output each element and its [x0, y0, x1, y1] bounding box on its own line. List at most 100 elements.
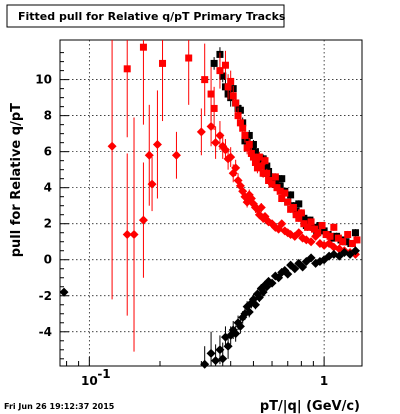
- data-point: [283, 269, 293, 279]
- data-point: [318, 222, 326, 230]
- data-point: [159, 59, 167, 67]
- data-point: [232, 99, 240, 107]
- data-points: [59, 40, 361, 369]
- data-point: [215, 345, 225, 355]
- data-point: [59, 287, 69, 297]
- y-tick-label: 8: [44, 109, 52, 123]
- chart-title: Fitted pull for Relative q/pT Primary Tr…: [18, 10, 286, 23]
- data-point: [255, 153, 263, 161]
- data-point: [256, 203, 266, 213]
- data-point: [295, 214, 303, 222]
- data-point: [200, 359, 210, 369]
- data-point: [215, 130, 225, 140]
- data-point: [277, 219, 287, 229]
- data-point: [287, 191, 295, 199]
- data-point: [207, 90, 215, 98]
- data-point: [249, 153, 257, 161]
- data-point: [304, 223, 312, 231]
- data-point: [236, 119, 244, 127]
- data-point: [311, 231, 321, 241]
- data-point: [306, 237, 316, 247]
- y-tick-label: 10: [35, 73, 52, 87]
- data-point: [211, 356, 221, 366]
- data-point: [138, 215, 148, 225]
- data-point: [334, 234, 342, 242]
- data-point: [263, 162, 271, 170]
- y-axis-title: pull for Relative q/pT: [9, 103, 24, 257]
- data-point: [243, 144, 251, 152]
- series-2: [123, 40, 361, 248]
- data-point: [218, 354, 228, 364]
- data-point: [292, 211, 300, 219]
- data-point: [310, 225, 318, 233]
- data-point: [348, 240, 356, 248]
- data-point: [139, 43, 147, 51]
- data-point: [320, 227, 328, 235]
- data-point: [210, 59, 218, 67]
- data-point: [300, 214, 308, 222]
- data-point: [263, 169, 271, 177]
- data-point: [147, 179, 157, 189]
- data-point: [253, 164, 261, 172]
- y-tick-label: 0: [44, 253, 52, 267]
- data-point: [290, 264, 300, 274]
- data-point: [326, 232, 334, 240]
- data-point: [339, 248, 349, 258]
- y-tick-labels: -4 -2 0 2 4 6 8 10: [35, 73, 52, 339]
- data-point: [210, 104, 218, 112]
- data-point: [284, 198, 292, 206]
- data-point: [206, 121, 216, 131]
- timestamp: Fri Jun 26 19:12:37 2015: [4, 402, 115, 411]
- data-point: [267, 278, 277, 288]
- data-point: [273, 184, 281, 192]
- x-tick-labels: 10 -1 1: [81, 367, 328, 388]
- data-point: [245, 140, 253, 148]
- y-tick-label: 6: [44, 145, 52, 159]
- data-point: [231, 329, 241, 339]
- data-point: [196, 127, 206, 137]
- data-point: [350, 246, 360, 256]
- data-point: [235, 321, 245, 331]
- data-point: [249, 140, 257, 148]
- y-tick-label: -4: [39, 325, 52, 339]
- data-point: [322, 231, 330, 239]
- data-point: [298, 262, 308, 272]
- data-point: [339, 238, 347, 246]
- x-tick-label: 1: [320, 374, 328, 388]
- data-point: [294, 228, 304, 238]
- data-point: [297, 209, 305, 217]
- data-point: [219, 72, 227, 80]
- data-point: [314, 229, 322, 237]
- data-point: [289, 204, 297, 212]
- data-point: [236, 106, 244, 114]
- data-point: [300, 220, 308, 228]
- data-point: [226, 152, 236, 162]
- data-point: [278, 194, 286, 202]
- data-point: [185, 54, 193, 62]
- data-point: [330, 223, 338, 231]
- data-point: [281, 189, 289, 197]
- data-point: [257, 162, 265, 170]
- data-point: [251, 158, 259, 166]
- data-point: [231, 163, 241, 173]
- x-tick-exponent: -1: [97, 367, 110, 381]
- data-point: [239, 124, 247, 132]
- data-point: [344, 231, 352, 239]
- data-point: [351, 229, 359, 237]
- data-point: [265, 176, 273, 184]
- data-point: [353, 236, 361, 244]
- data-point: [123, 65, 131, 73]
- x-axis-title: pT/|q| (GeV/c): [260, 399, 360, 414]
- y-tick-label: 4: [44, 181, 52, 195]
- data-point: [221, 61, 229, 69]
- data-point: [227, 77, 235, 85]
- title-frame: [6, 4, 285, 28]
- data-point: [144, 150, 154, 160]
- data-point: [107, 141, 117, 151]
- series-4: [59, 246, 360, 369]
- data-point: [259, 169, 267, 177]
- data-point: [211, 138, 221, 148]
- data-point: [234, 112, 242, 120]
